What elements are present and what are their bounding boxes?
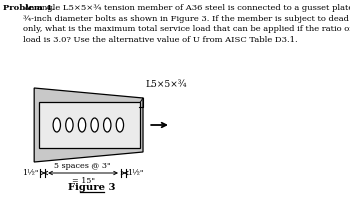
Polygon shape	[34, 88, 143, 162]
Text: = 15": = 15"	[71, 177, 94, 185]
Text: Problem 4.: Problem 4.	[3, 4, 54, 12]
Circle shape	[53, 118, 61, 132]
Text: 1½": 1½"	[22, 169, 39, 177]
Circle shape	[66, 118, 73, 132]
Text: 5 spaces @ 3": 5 spaces @ 3"	[54, 162, 113, 170]
Text: Figure 3: Figure 3	[68, 183, 116, 192]
Circle shape	[116, 118, 124, 132]
Text: L5×5×¾: L5×5×¾	[146, 80, 187, 89]
Circle shape	[104, 118, 111, 132]
Circle shape	[91, 118, 98, 132]
Text: 1½": 1½"	[127, 169, 144, 177]
Text: An angle L5×5×¾ tension member of A36 steel is connected to a gusset plate with : An angle L5×5×¾ tension member of A36 st…	[23, 4, 350, 44]
Circle shape	[78, 118, 86, 132]
Bar	[40, 102, 140, 148]
